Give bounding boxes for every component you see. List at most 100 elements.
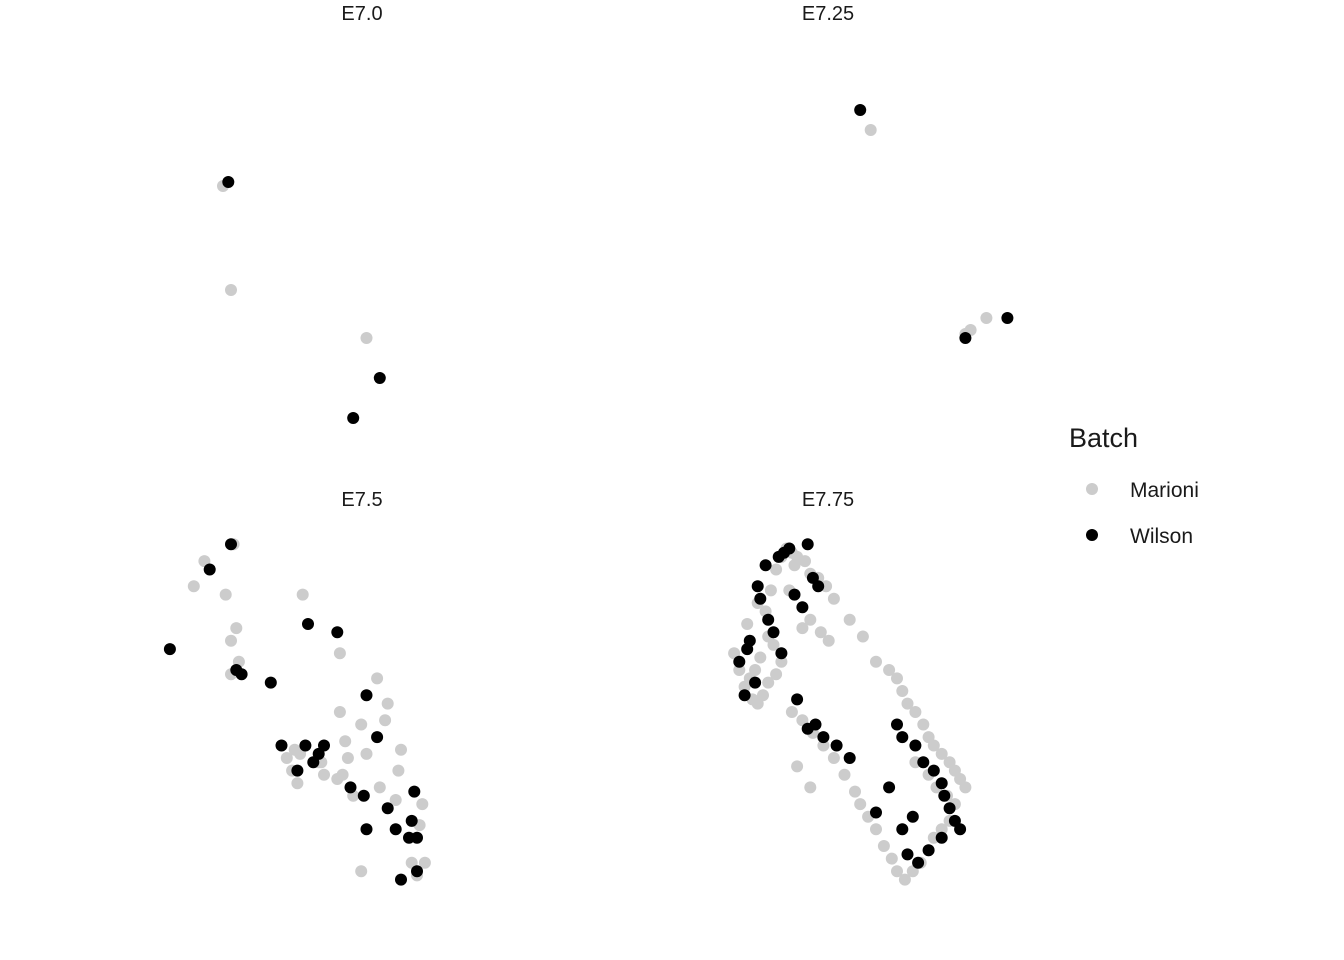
scatter-point-marioni [909,706,922,718]
scatter-point-wilson [373,372,386,384]
facet-panel: E7.75 [728,489,972,886]
scatter-point-wilson [411,865,423,878]
scatter-point-marioni [827,592,840,605]
legend-label-wilson: Wilson [1130,525,1193,548]
scatter-point-marioni [891,865,903,878]
scatter-point-wilson [883,781,896,794]
scatter-point-marioni [980,312,993,324]
scatter-point-marioni [333,706,346,718]
scatter-point-marioni [785,706,798,718]
scatter-point-wilson [870,806,882,819]
scatter-point-wilson [754,592,767,605]
scatter-point-marioni [788,559,801,572]
scatter-point-wilson [809,718,822,731]
scatter-point-wilson [896,731,909,744]
scatter-point-wilson [909,739,922,752]
scatter-point-marioni [381,697,394,710]
scatter-point-marioni [770,668,783,681]
scatter-point-marioni [762,676,775,689]
facet-title: E7.75 [802,489,854,511]
scatter-point-marioni [280,752,293,764]
scatter-point-wilson [344,781,357,794]
scatter-point-wilson [743,634,756,647]
scatter-point-marioni [917,718,930,731]
scatter-point-wilson [896,823,909,836]
facet-panel: E7.25 [802,3,1014,344]
scatter-point-wilson [360,823,373,836]
scatter-point-marioni [392,764,405,777]
scatter-point-marioni [864,124,877,136]
scatter-point-marioni [901,697,914,710]
scatter-point-wilson [935,831,948,844]
scatter-point-wilson [738,689,751,702]
scatter-point-wilson [749,676,762,689]
facet-panel: E7.0 [217,3,386,424]
scatter-point-marioni [395,743,407,756]
scatter-point-marioni [935,823,948,836]
scatter-point-wilson [222,176,235,188]
scatter-point-wilson [943,802,956,815]
scatter-point-wilson [854,104,867,116]
scatter-point-marioni [767,638,780,651]
scatter-point-wilson [843,752,856,764]
scatter-point-wilson [405,814,418,827]
scatter-point-marioni [754,651,767,664]
scatter-point-wilson [371,731,384,744]
scatter-point-wilson [299,739,312,752]
scatter-point-marioni [959,781,972,794]
scatter-point-marioni [379,714,392,727]
scatter-point-marioni [333,647,346,660]
scatter-point-wilson [959,332,972,344]
scatter-point-marioni [935,747,948,760]
scatter-point-wilson [912,856,925,869]
scatter-point-wilson [1001,312,1014,324]
scatter-point-marioni [849,785,861,798]
scatter-point-wilson [935,777,948,790]
scatter-point-marioni [225,634,237,647]
scatter-point-wilson [163,643,176,656]
scatter-point-marioni [885,852,898,865]
scatter-point-wilson [302,618,314,630]
scatter-point-wilson [389,823,402,836]
scatter-point-wilson [264,676,277,689]
scatter-point-wilson [891,718,903,731]
scatter-point-marioni [799,555,811,568]
scatter-point-marioni [854,798,867,811]
scatter-point-marioni [296,588,309,601]
scatter-point-wilson [796,601,809,614]
scatter-point-wilson [801,538,814,551]
facet-title: E7.25 [802,3,854,25]
scatter-point-marioni [318,768,330,781]
scatter-point-marioni [741,618,754,630]
scatter-point-wilson [917,756,930,769]
scatter-point-marioni [870,823,882,836]
scatter-point-marioni [764,584,777,597]
scatter-point-marioni [822,634,835,647]
scatter-point-marioni [870,655,882,668]
scatter-point-wilson [357,789,370,802]
scatter-point-wilson [954,823,967,836]
legend-title: Batch [1069,423,1138,453]
scatter-point-marioni [738,680,751,693]
scatter-point-wilson [775,647,788,660]
scatter-point-wilson [762,613,775,626]
scatter-point-wilson [927,764,940,777]
scatter-point-wilson [275,739,288,752]
scatter-point-wilson [408,785,421,798]
scatter-point-wilson [307,756,320,769]
scatter-point-marioni [838,768,851,781]
scatter-point-wilson [230,664,243,676]
scatter-point-wilson [906,810,919,823]
legend-swatch-wilson [1086,529,1098,541]
scatter-point-wilson [901,848,914,861]
scatter-point-marioni [896,685,909,697]
scatter-point-wilson [225,538,237,551]
scatter-point-marioni [891,672,903,685]
scatter-point-marioni [418,856,431,869]
scatter-point-marioni [843,613,856,626]
scatter-point-wilson [360,689,373,702]
legend: Batch Marioni Wilson [1069,423,1199,548]
scatter-point-marioni [360,747,373,760]
scatter-point-marioni [927,739,940,752]
